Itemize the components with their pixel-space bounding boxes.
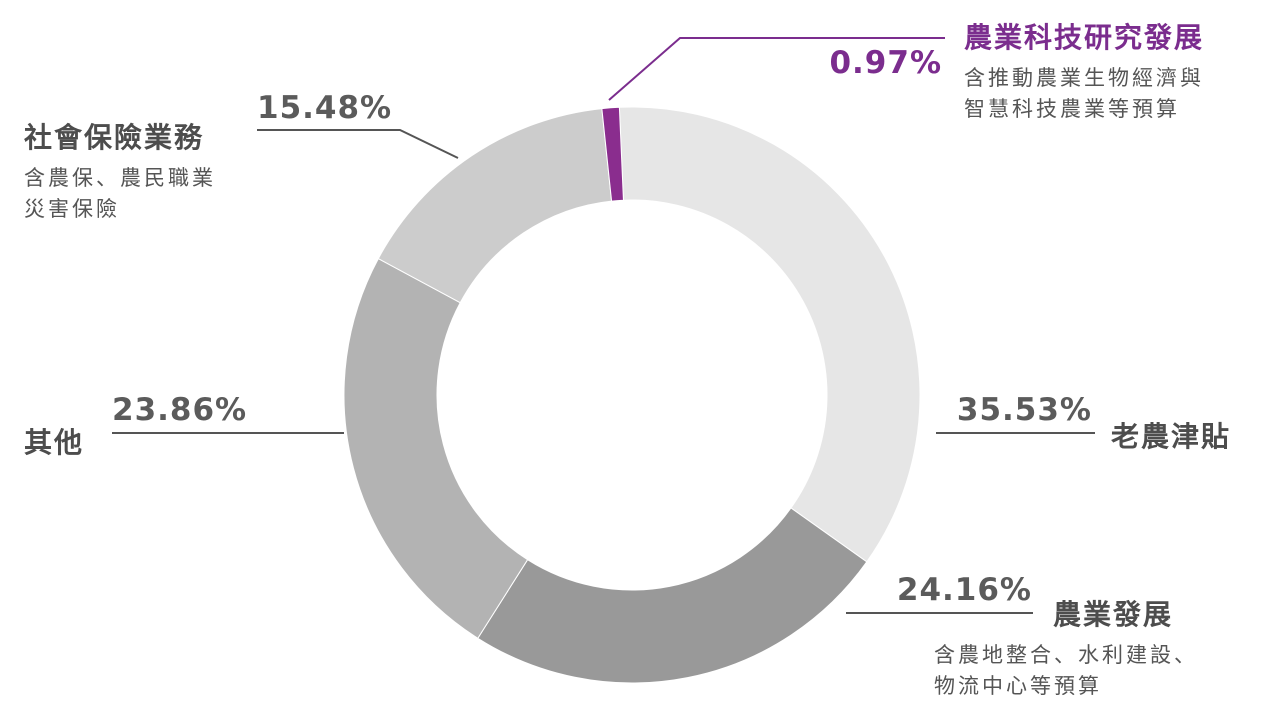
leader-line-social-insurance (257, 129, 459, 159)
slice-category-label: 其他 (24, 426, 85, 459)
donut-slice-2 (343, 257, 529, 639)
slice-category-label: 社會保險業務 (24, 121, 205, 154)
donut-slice-4 (601, 106, 624, 202)
slice-description: 含推動農業生物經濟與 智慧科技農業等預算 (964, 66, 1204, 121)
slice-value-label: 0.97% (829, 45, 942, 81)
slice-category-label: 農業科技研究發展 (964, 21, 1205, 54)
leader-line-agri-tech (608, 37, 945, 101)
slice-description: 含農保、農民職業 災害保險 (24, 166, 216, 221)
slice-value-label: 35.53% (956, 392, 1092, 428)
donut-slice-1 (477, 507, 868, 684)
slice-category-label: 農業發展 (1053, 598, 1174, 631)
slice-category-label: 老農津貼 (1111, 420, 1232, 453)
donut-slice-0 (618, 106, 921, 563)
slice-description: 含農地整合、水利建設、 物流中心等預算 (934, 643, 1198, 698)
slice-value-label: 23.86% (112, 392, 248, 428)
slice-value-label: 15.48% (257, 90, 393, 126)
slice-value-label: 24.16% (896, 572, 1032, 608)
donut-slice-3 (377, 108, 613, 304)
